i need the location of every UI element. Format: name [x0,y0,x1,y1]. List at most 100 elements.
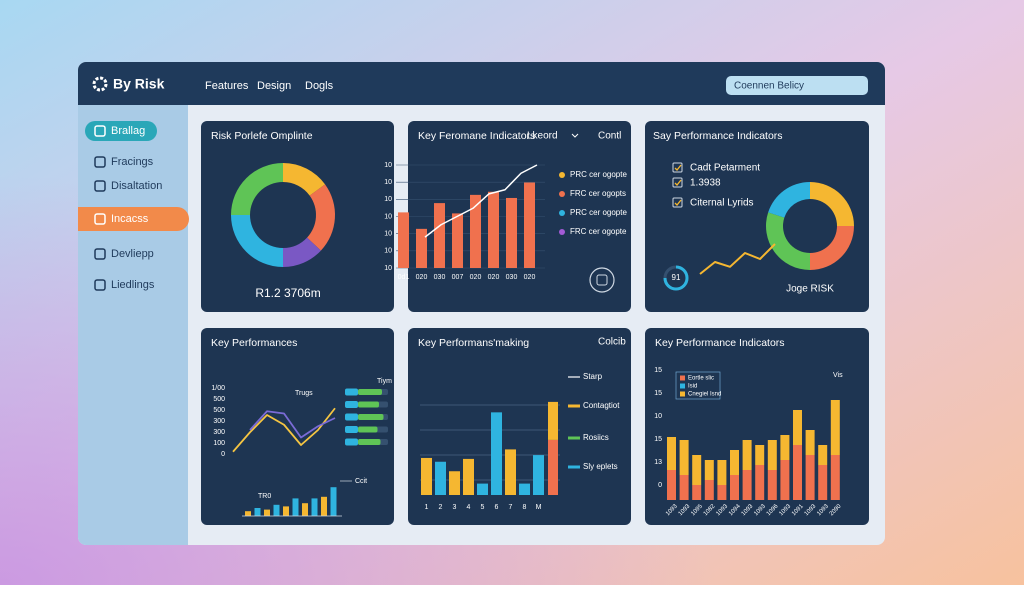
chart-label: Trugs [295,390,313,397]
chart-label: Tiym [377,378,392,385]
legend-swatch [680,383,685,389]
bar [283,506,289,516]
bar [449,471,460,495]
search-box[interactable] [726,76,868,95]
header-bar [78,62,885,105]
stack-segment [692,485,702,500]
legend-dot [559,229,565,235]
x-tick-label: M [536,504,542,511]
stack-segment [793,410,802,445]
x-tick-label: 020 [524,274,536,281]
stack-segment [667,470,676,500]
panel-title: Key Performans'making [418,337,529,349]
y-tick-label: 10 [384,196,392,203]
x-tick-label: 5 [481,504,485,511]
stack-segment [767,470,777,500]
bar [477,483,488,495]
trend-line [699,243,776,275]
stack-segment [780,435,790,460]
y-tick-label: 10 [384,265,392,272]
icon-button[interactable] [589,267,615,293]
progress-bar [358,389,382,395]
legend-label: FRC cer ogopte [570,227,627,236]
legend-label: Rosiics [583,433,609,442]
legend-label: Sly eplets [583,462,618,471]
gauge-value: 91 [672,273,681,282]
legend-dot [559,210,565,216]
chart-label: Ccit [355,478,367,485]
bar [488,191,499,268]
legend-dot [559,172,565,178]
x-tick-label: 6 [495,504,499,511]
stack-segment [767,440,777,470]
gauge-ring [663,265,689,291]
checkbox [672,197,683,208]
stack-segment [818,445,828,465]
x-tick-label: 0d1 [398,274,410,281]
gear-icon [92,76,108,92]
nav-icon [94,248,106,260]
y-tick-label: 100 [213,440,225,447]
bar [398,212,409,268]
bar [273,504,280,516]
stack-segment [667,437,676,470]
nav-icon [94,180,106,192]
x-tick-label: 020 [488,274,500,281]
stack-segment [730,450,739,475]
donut-segment [231,163,283,215]
sidebar [78,105,188,545]
donut-segment [307,184,336,251]
panel-title: Key Feromane Indicators [418,130,535,142]
legend-dot [559,191,565,197]
legend-label: Starp [583,372,603,381]
legend-label: Isid [688,384,697,390]
donut-segment [231,215,283,267]
bar [421,457,432,495]
y-tick-label: 1/00 [211,385,225,392]
nav-icon [94,279,106,291]
action-link: Colcib [598,337,626,348]
donut-segment [766,212,810,271]
x-tick-label: 4 [467,504,471,511]
bar [533,455,544,495]
donut-segment [283,237,321,267]
progress-bar [358,439,381,445]
check [674,164,682,171]
bar [463,458,474,495]
stack-segment [805,430,815,455]
stack-segment [755,465,765,500]
x-tick-label: 020 [416,274,428,281]
nav-link: Features [205,80,249,92]
bar [292,498,299,516]
stack-segment [780,460,790,500]
bar [491,412,502,495]
trend-line [424,164,538,238]
stack-segment [679,440,689,475]
sidebar-item: Disaltation [111,180,162,192]
y-tick-label: 500 [213,407,225,414]
sidebar-item: Brallag [111,125,145,137]
stack-segment [692,455,702,485]
active-item-bg[interactable] [78,207,189,231]
panel [408,328,631,525]
stack-segment [830,400,840,455]
bar [435,461,446,495]
x-tick-label: 030 [506,274,518,281]
y-tick-label: 0 [221,451,225,458]
check-item: Citernal Lyrids [690,198,754,209]
y-tick-label: 10 [384,162,392,169]
y-tick-label: 13 [654,459,662,466]
x-tick-label: 2 [439,504,443,511]
y-tick-label: 10 [384,248,392,255]
x-tick-label: 007 [452,274,464,281]
check-item: Cadt Petarment [690,163,760,174]
stack-segment [730,475,739,500]
panel-title: Key Performances [211,337,297,349]
bar [245,511,251,516]
donut-segment [768,182,810,218]
y-tick-label: 15 [654,436,662,443]
chevron[interactable] [571,133,579,138]
bar [321,496,327,516]
checkbox [672,162,683,173]
